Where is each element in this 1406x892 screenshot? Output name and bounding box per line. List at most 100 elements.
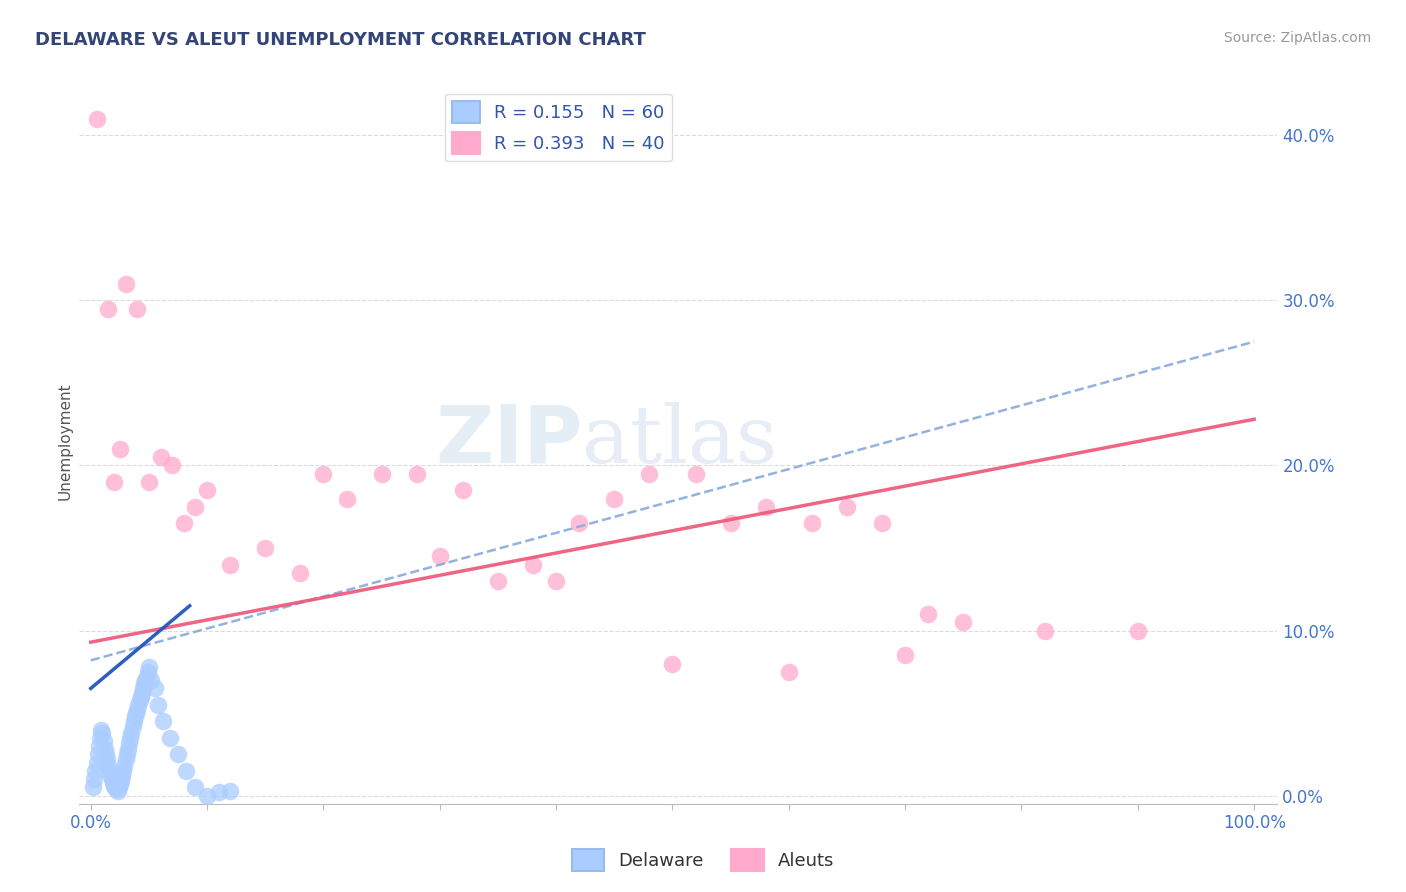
Point xyxy=(167,747,190,762)
Point xyxy=(83,772,105,787)
Point xyxy=(84,764,107,778)
Point xyxy=(86,112,108,126)
Point xyxy=(82,780,104,795)
Point xyxy=(254,541,277,555)
Point xyxy=(522,558,544,572)
Point xyxy=(108,442,131,456)
Point xyxy=(97,759,120,773)
Point xyxy=(870,516,893,531)
Point xyxy=(122,714,145,729)
Point xyxy=(134,676,156,690)
Point xyxy=(546,574,568,588)
Point xyxy=(917,607,939,621)
Point xyxy=(370,467,392,481)
Legend: Delaware, Aleuts: Delaware, Aleuts xyxy=(564,842,842,879)
Y-axis label: Unemployment: Unemployment xyxy=(58,382,72,500)
Point xyxy=(103,475,125,489)
Legend: R = 0.155   N = 60, R = 0.393   N = 40: R = 0.155 N = 60, R = 0.393 N = 40 xyxy=(446,94,672,161)
Point xyxy=(451,483,474,498)
Point xyxy=(135,670,157,684)
Point xyxy=(114,752,136,766)
Point xyxy=(107,784,129,798)
Text: Source: ZipAtlas.com: Source: ZipAtlas.com xyxy=(1223,31,1371,45)
Point xyxy=(93,742,115,756)
Point xyxy=(86,756,108,770)
Point xyxy=(195,483,218,498)
Point xyxy=(173,516,195,531)
Point xyxy=(148,698,170,712)
Point xyxy=(661,657,683,671)
Point xyxy=(720,516,742,531)
Point xyxy=(105,782,128,797)
Point xyxy=(312,467,335,481)
Point xyxy=(114,277,136,291)
Point xyxy=(120,731,142,745)
Point xyxy=(98,764,121,778)
Point xyxy=(90,723,112,737)
Point xyxy=(160,458,183,473)
Point xyxy=(149,450,172,465)
Point xyxy=(127,301,149,316)
Point xyxy=(138,660,160,674)
Point xyxy=(117,742,139,756)
Point xyxy=(128,693,150,707)
Point xyxy=(1126,624,1149,638)
Point xyxy=(115,747,138,762)
Point xyxy=(127,703,149,717)
Point xyxy=(104,780,127,795)
Point xyxy=(1033,624,1056,638)
Point xyxy=(486,574,509,588)
Point xyxy=(138,475,160,489)
Point xyxy=(125,706,148,721)
Point xyxy=(131,686,153,700)
Point xyxy=(111,769,134,783)
Point xyxy=(108,777,131,791)
Point xyxy=(195,789,218,803)
Point xyxy=(103,779,125,793)
Point xyxy=(107,780,129,795)
Text: atlas: atlas xyxy=(582,401,778,480)
Point xyxy=(121,719,143,733)
Text: DELAWARE VS ALEUT UNEMPLOYMENT CORRELATION CHART: DELAWARE VS ALEUT UNEMPLOYMENT CORRELATI… xyxy=(35,31,645,49)
Point xyxy=(121,726,143,740)
Point xyxy=(87,747,110,762)
Point xyxy=(835,500,858,514)
Point xyxy=(184,500,207,514)
Point xyxy=(112,764,135,778)
Point xyxy=(894,648,917,663)
Point xyxy=(143,681,166,696)
Point xyxy=(134,673,156,687)
Point xyxy=(152,714,174,729)
Point xyxy=(127,698,149,712)
Point xyxy=(118,736,141,750)
Point xyxy=(219,558,242,572)
Point xyxy=(405,467,427,481)
Point xyxy=(288,566,311,580)
Point xyxy=(100,769,122,783)
Point xyxy=(159,731,181,745)
Point xyxy=(685,467,707,481)
Point xyxy=(96,752,118,766)
Point xyxy=(141,673,163,687)
Point xyxy=(110,773,132,788)
Point xyxy=(219,784,242,798)
Point xyxy=(136,665,159,679)
Point xyxy=(94,747,117,762)
Point xyxy=(100,772,122,787)
Point xyxy=(101,775,124,789)
Point xyxy=(91,726,114,740)
Point xyxy=(129,690,152,704)
Point xyxy=(93,734,115,748)
Point xyxy=(114,759,136,773)
Point xyxy=(184,780,207,795)
Point xyxy=(603,491,626,506)
Point xyxy=(336,491,359,506)
Point xyxy=(638,467,661,481)
Point xyxy=(778,665,800,679)
Point xyxy=(174,764,197,778)
Text: ZIP: ZIP xyxy=(434,401,582,480)
Point xyxy=(952,615,974,630)
Point xyxy=(124,709,146,723)
Point xyxy=(97,301,120,316)
Point xyxy=(429,549,451,564)
